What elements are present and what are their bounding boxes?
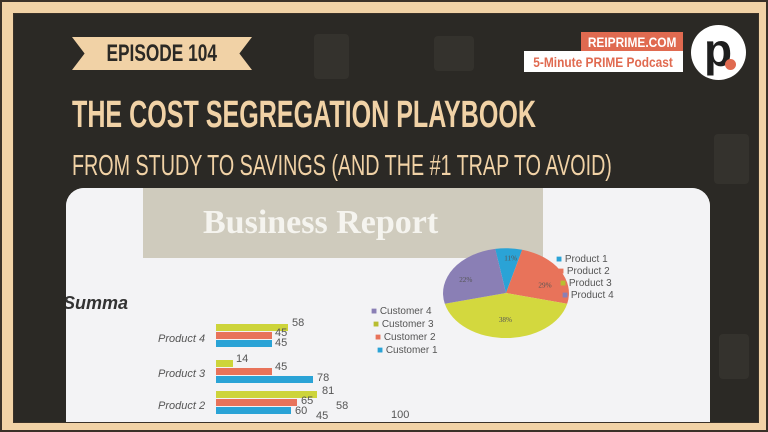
legend-label: Product 3 — [568, 278, 612, 289]
state-silhouette — [714, 134, 749, 184]
site-label: REIPRIME.COM — [587, 33, 677, 50]
value-label: 45 — [316, 410, 329, 422]
bar — [216, 360, 233, 367]
category-label: Product 2 — [158, 400, 206, 412]
bar — [216, 399, 297, 406]
legend-item: ■ Product 4 — [562, 290, 614, 301]
bar — [216, 324, 288, 331]
bar — [216, 332, 272, 339]
pie-slice — [495, 248, 523, 293]
report-title: Business Report — [203, 204, 439, 241]
pie-label: 22% — [459, 276, 472, 284]
logo-dot — [725, 59, 736, 70]
value-label: 45 — [275, 361, 288, 373]
podcast-label: 5-Minute PRIME Podcast — [533, 53, 674, 70]
bar — [216, 407, 291, 414]
bar — [216, 340, 272, 347]
pie-label: 11% — [504, 255, 517, 263]
bar — [216, 376, 313, 383]
bar — [216, 368, 272, 375]
value-label: 81 — [322, 385, 335, 397]
legend-label: Customer 3 — [381, 319, 434, 330]
legend-item: ■ Product 3 — [560, 278, 612, 289]
value-label: 14 — [236, 353, 249, 365]
value-label: 58 — [336, 400, 349, 412]
value-label: 60 — [295, 405, 308, 417]
state-silhouette — [314, 34, 349, 79]
legend-item: ■ Product 2 — [558, 266, 610, 277]
legend-label: Product 2 — [566, 266, 610, 277]
podcast-badge: 5-Minute PRIME Podcast — [524, 51, 683, 72]
pie-label: 29% — [538, 282, 551, 290]
site-badge: REIPRIME.COM — [581, 32, 683, 51]
value-label: 58 — [292, 317, 305, 329]
summary-text: Summa — [66, 293, 129, 313]
pie-label: 38% — [499, 316, 512, 324]
bar — [216, 391, 317, 398]
prime-logo: p — [691, 24, 746, 80]
legend-item: ■ Customer 1 — [377, 345, 438, 356]
pie-slice — [443, 248, 506, 304]
legend-label: Customer 4 — [379, 306, 432, 317]
legend-label: Product 4 — [570, 290, 614, 301]
legend-item: ■ Product 1 — [556, 254, 608, 265]
report-paper: Business Report Summa Product 4 Product … — [66, 188, 710, 422]
business-report-photo: Business Report Summa Product 4 Product … — [66, 188, 710, 422]
state-silhouette — [719, 334, 749, 379]
category-label: Product 3 — [158, 368, 206, 380]
legend-item: ■ Customer 3 — [373, 319, 434, 330]
legend-label: Customer 2 — [383, 332, 436, 343]
value-label: 45 — [275, 327, 288, 339]
episode-label: EPISODE 104 — [106, 39, 218, 67]
legend-label: Customer 1 — [385, 345, 438, 356]
pie-slice — [506, 249, 569, 304]
value-label: 78 — [317, 372, 330, 384]
axis-label: 100 — [391, 409, 410, 421]
report-banner: Business Report — [143, 188, 543, 258]
episode-ribbon: EPISODE 104 — [72, 37, 252, 70]
legend-item: ■ Customer 4 — [371, 306, 432, 317]
thumbnail-background: EPISODE 104 THE COST SEGREGATION PLAYBOO… — [13, 13, 759, 423]
value-label: 65 — [301, 395, 314, 407]
value-label: 45 — [275, 337, 288, 349]
episode-title: THE COST SEGREGATION PLAYBOOK — [72, 94, 537, 136]
pie-slice — [444, 293, 568, 338]
legend-label: Product 1 — [564, 254, 608, 265]
category-label: Product 4 — [158, 333, 206, 345]
legend-item: ■ Customer 2 — [375, 332, 436, 343]
pie-chart: 11% 29% 38% 22% — [443, 248, 569, 338]
episode-subtitle: FROM STUDY TO SAVINGS (AND THE #1 TRAP T… — [72, 150, 612, 182]
state-silhouette — [434, 36, 474, 71]
